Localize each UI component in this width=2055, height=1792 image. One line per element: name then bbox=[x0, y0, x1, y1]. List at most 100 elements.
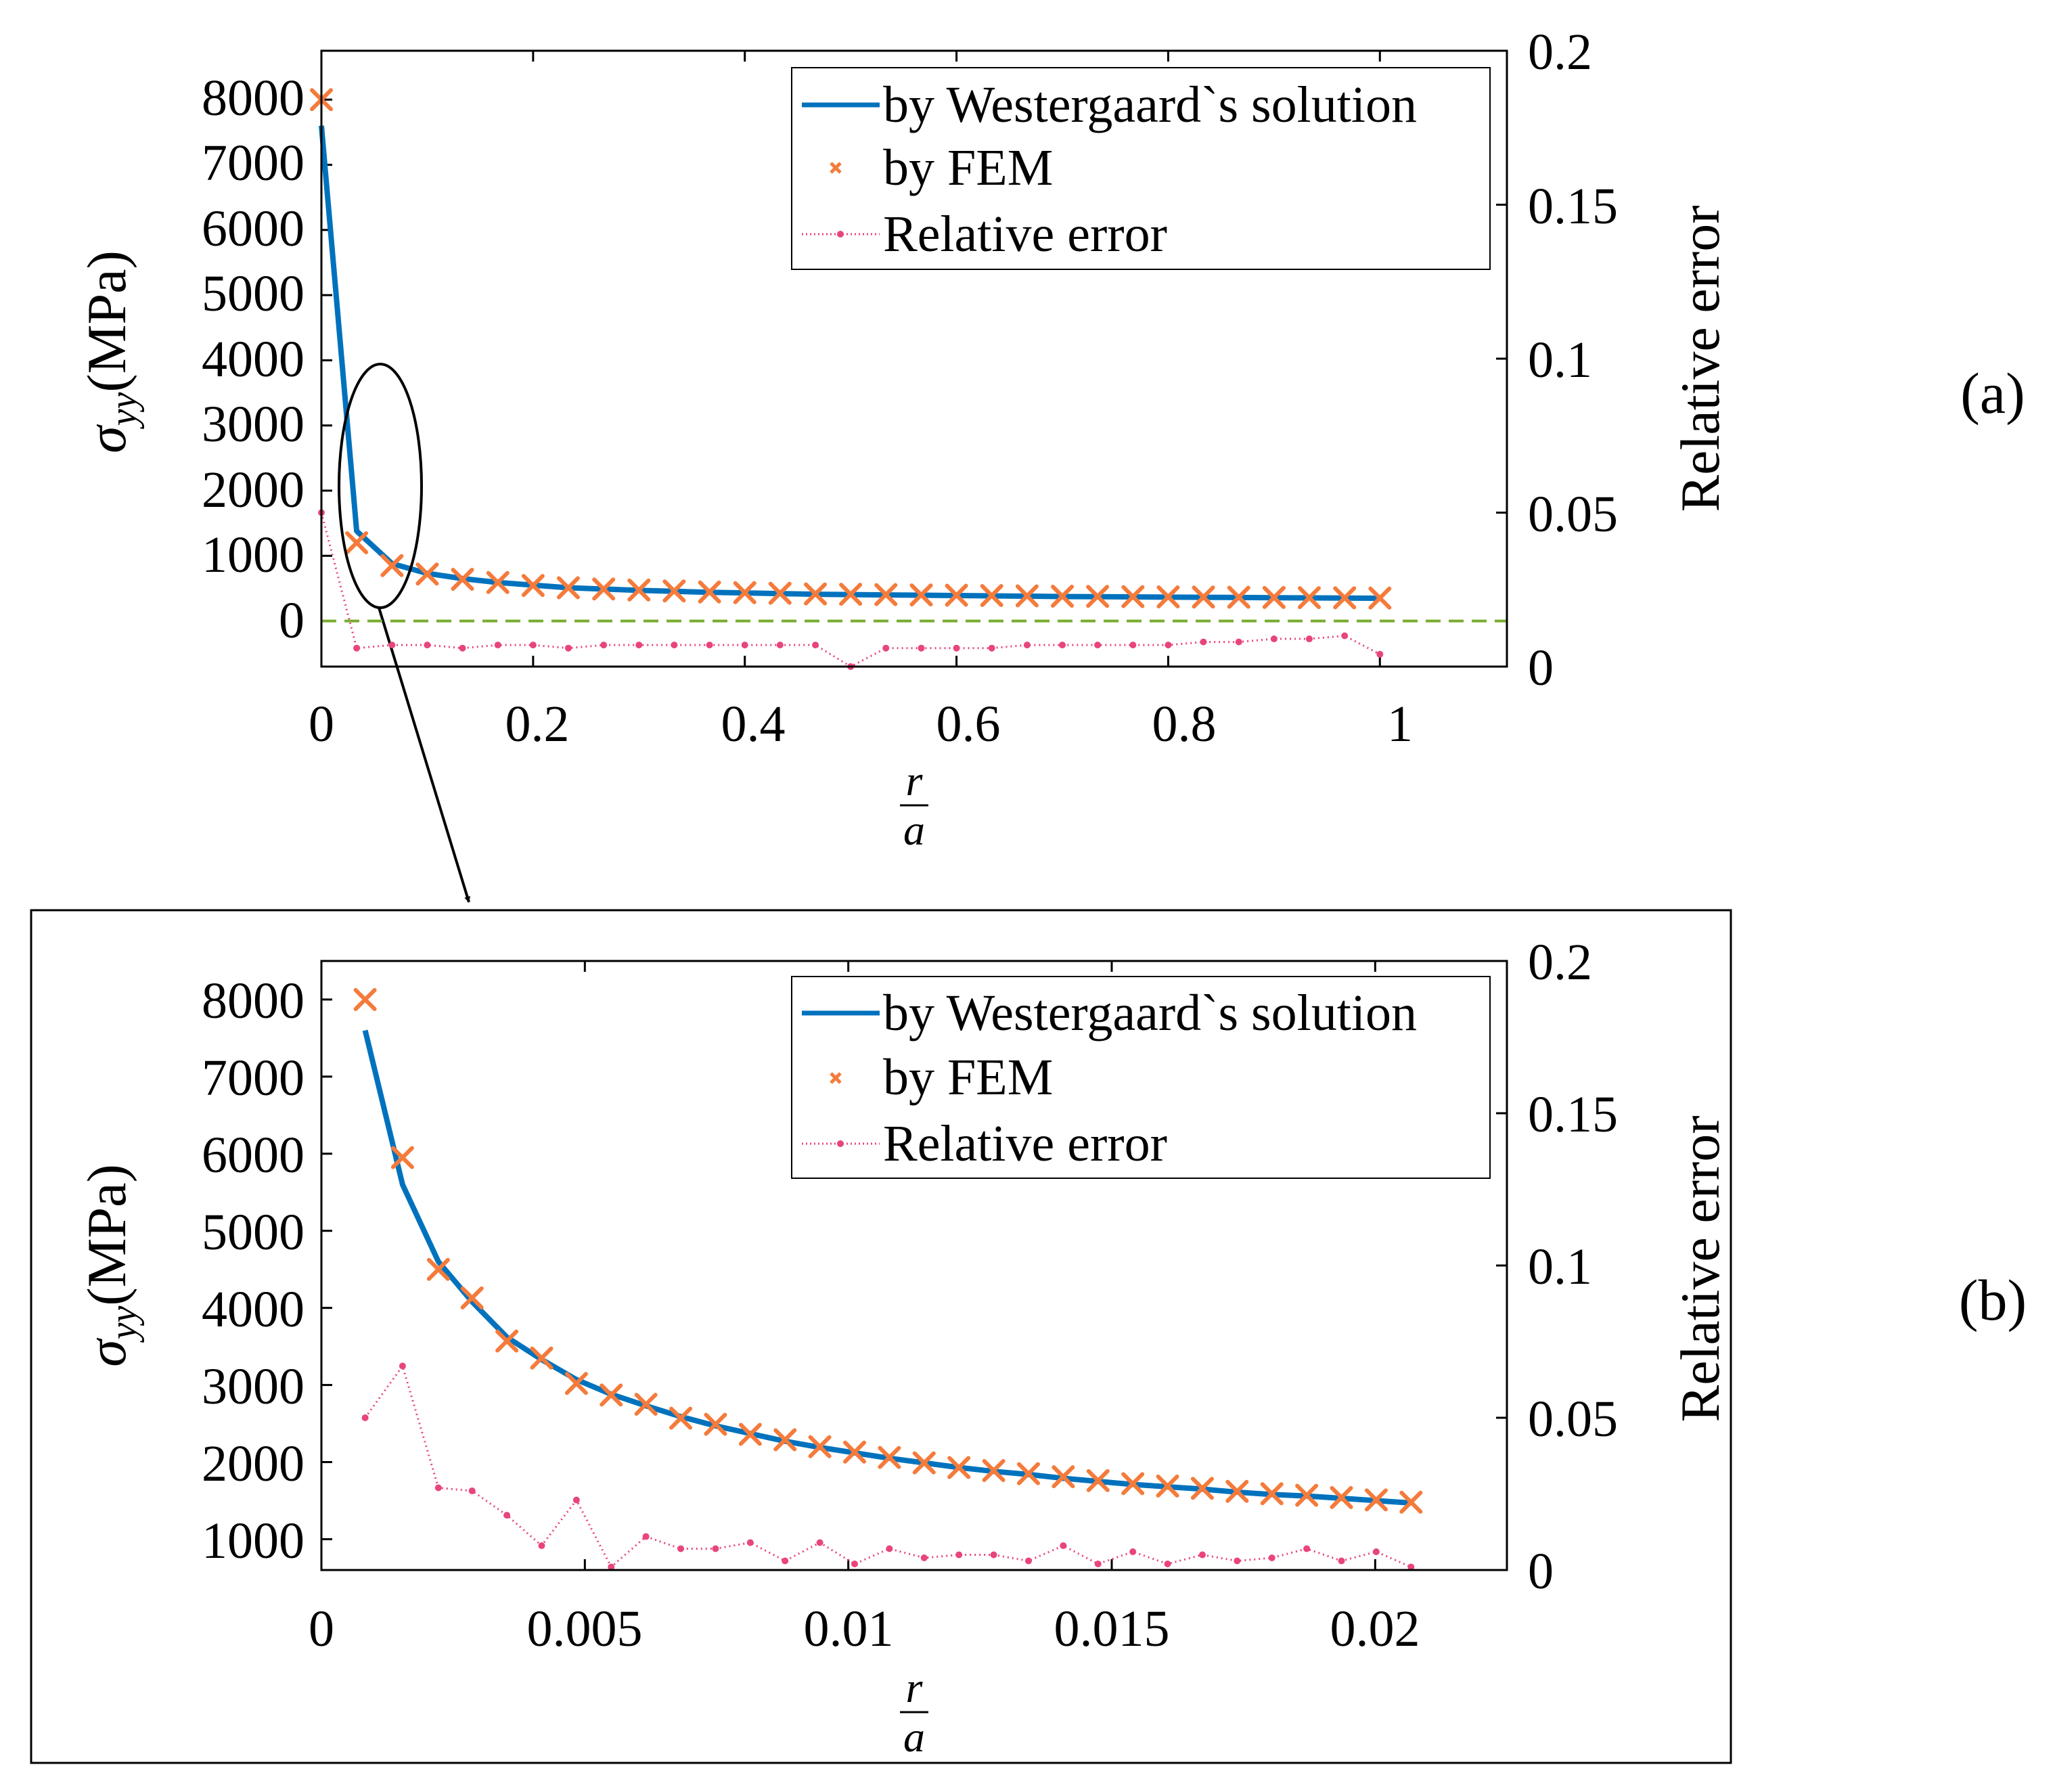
chart-a-relative-error-point bbox=[353, 644, 361, 652]
chart-b-fem-point bbox=[982, 1459, 1006, 1483]
chart-a-ytick-label: 7000 bbox=[202, 135, 304, 192]
chart-a-fem-point bbox=[1121, 585, 1145, 608]
chart-a-ylabel-subscript: yy bbox=[103, 393, 145, 430]
chart-b-legend-label-fem: by FEM bbox=[883, 1049, 1053, 1106]
chart-a-relative-error-point bbox=[1094, 642, 1102, 649]
chart-b-relative-error-point bbox=[1268, 1554, 1275, 1561]
chart-a-y2tick-label: 0.2 bbox=[1528, 24, 1592, 81]
chart-a-ylabel: σyy(MPa) bbox=[76, 250, 145, 453]
chart-b-legend-swatch-error-marker bbox=[837, 1140, 844, 1147]
chart-a-legend-label-error: Relative error bbox=[883, 206, 1167, 263]
chart-a-y2tick-label: 0.05 bbox=[1528, 486, 1618, 543]
chart-b-fem-point bbox=[353, 987, 377, 1011]
chart-a-relative-error-point bbox=[635, 642, 643, 649]
panel-b-frame bbox=[30, 909, 1732, 1764]
chart-b-y2label: Relative error bbox=[1669, 1115, 1731, 1422]
chart-a-fem-point bbox=[1192, 585, 1215, 609]
chart-a-fem-point bbox=[839, 583, 863, 606]
chart-b-fem-point bbox=[1016, 1462, 1040, 1485]
chart-b-y2tick-label: 0.1 bbox=[1528, 1238, 1592, 1295]
chart-b-y2tick-label: 0.2 bbox=[1528, 934, 1592, 991]
chart-b-fem-point bbox=[1190, 1477, 1214, 1500]
callout-arrow bbox=[378, 607, 470, 903]
chart-b-relative-error-point bbox=[1303, 1545, 1311, 1552]
chart-b-relative-error-point bbox=[677, 1545, 685, 1552]
chart-b-relative-error-point bbox=[1060, 1542, 1067, 1549]
chart-a-xtick-label: 0.2 bbox=[505, 696, 570, 753]
chart-a-y2tick-label: 0.1 bbox=[1528, 332, 1592, 388]
chart-b-fem-point bbox=[1260, 1482, 1284, 1506]
chart-a-fem-point bbox=[345, 531, 369, 555]
chart-a-fem-point bbox=[804, 582, 828, 606]
chart-b-relative-error-point bbox=[955, 1551, 963, 1559]
chart-a-ytick-label: 3000 bbox=[202, 396, 304, 453]
chart-b-fem-point bbox=[878, 1446, 901, 1469]
chart-b-ytick-label: 6000 bbox=[202, 1127, 304, 1184]
chart-a-relative-error-point bbox=[671, 642, 678, 649]
chart-a-xtick-label: 0.8 bbox=[1152, 696, 1217, 753]
chart-b-relative-error-point bbox=[1129, 1548, 1137, 1555]
chart-a-ytick-label: 0 bbox=[279, 592, 304, 649]
chart-b-legend bbox=[791, 976, 1491, 1179]
chart-a-ytick-label: 1000 bbox=[202, 527, 304, 583]
chart-a-ylabel-symbol: σ bbox=[76, 424, 137, 453]
chart-a-ytick-label: 6000 bbox=[202, 200, 304, 257]
chart-a-relative-error-point bbox=[564, 644, 572, 652]
chart-b-fem-point bbox=[773, 1428, 797, 1452]
chart-b-relative-error-point bbox=[503, 1512, 511, 1519]
chart-a-relative-error-point bbox=[1059, 642, 1066, 649]
zoom-callout-ellipse bbox=[338, 363, 423, 609]
chart-b-ytick-label: 4000 bbox=[202, 1281, 304, 1338]
chart-a-fem-point bbox=[768, 581, 792, 605]
chart-b-legend-label-westergaard: by Westergaard`s solution bbox=[883, 985, 1417, 1041]
chart-a-relative-error-point bbox=[812, 642, 819, 649]
chart-a-xtick-label: 0.6 bbox=[936, 696, 1001, 753]
chart-a-xlabel-numerator: r bbox=[906, 757, 924, 805]
chart-b-relative-error-point bbox=[1338, 1557, 1345, 1565]
panel-b-label: (b) bbox=[1959, 1268, 2027, 1332]
chart-a-fem-point bbox=[698, 580, 721, 604]
chart-a-relative-error-point bbox=[1200, 638, 1207, 646]
chart-b-fem-point bbox=[1330, 1485, 1353, 1509]
chart-a-fem-point bbox=[980, 584, 1003, 608]
chart-b-fem-point bbox=[1052, 1465, 1075, 1489]
chart-a-fem-point bbox=[415, 562, 439, 586]
chart-a-ytick-label: 4000 bbox=[202, 331, 304, 388]
chart-b-relative-error-point bbox=[361, 1414, 369, 1421]
chart-a-relative-error-point bbox=[1376, 650, 1384, 658]
chart-b-fem-point bbox=[1121, 1472, 1145, 1496]
chart-b-xtick-label: 0.02 bbox=[1330, 1600, 1420, 1657]
chart-a-legend-label-fem: by FEM bbox=[883, 139, 1053, 196]
chart-b-xtick-label: 0 bbox=[309, 1600, 334, 1657]
chart-a-fem-point bbox=[662, 579, 686, 603]
chart-a-legend-swatch-error-marker bbox=[837, 231, 844, 238]
chart-b-ytick-label: 2000 bbox=[202, 1435, 304, 1492]
chart-b-fem-point bbox=[669, 1406, 693, 1430]
chart-a-relative-error-point bbox=[1235, 638, 1242, 646]
chart-b-xtick-label: 0.01 bbox=[804, 1600, 894, 1657]
chart-b-fem-point bbox=[1399, 1490, 1423, 1514]
chart-a-xtick-label: 0.4 bbox=[721, 696, 786, 753]
chart-b-ytick-label: 7000 bbox=[202, 1050, 304, 1106]
chart-b-xtick-label: 0.005 bbox=[527, 1600, 643, 1657]
chart-b-plot-frame bbox=[320, 960, 1508, 1571]
chart-a-fem-point bbox=[451, 567, 474, 591]
chart-a-legend bbox=[791, 67, 1491, 270]
chart-b-relative-error-point bbox=[1372, 1548, 1380, 1555]
chart-b-fem-point bbox=[947, 1456, 971, 1479]
chart-a-ylabel-unit: (MPa) bbox=[76, 250, 137, 393]
chart-a-xtick-label: 1 bbox=[1387, 696, 1413, 753]
chart-b-relative-error-line bbox=[364, 1364, 1412, 1569]
chart-a-fem-point bbox=[380, 554, 404, 577]
chart-a-relative-error-point bbox=[1341, 632, 1349, 640]
chart-b-relative-error-point bbox=[851, 1561, 859, 1567]
chart-a-fem-point bbox=[556, 576, 580, 600]
chart-a-fem-point bbox=[733, 581, 756, 604]
chart-a-fem-point bbox=[592, 577, 616, 601]
chart-a: 0 1000 2000 3000 4000 5000 6000 7000 800… bbox=[76, 24, 2025, 854]
chart-b-relative-error-point bbox=[1024, 1557, 1032, 1565]
chart-a-fem-point bbox=[1262, 585, 1286, 609]
chart-a-fem-point bbox=[909, 583, 933, 607]
chart-a-y2tick-label: 0 bbox=[1528, 640, 1554, 696]
chart-b-relative-error-point bbox=[399, 1362, 406, 1370]
